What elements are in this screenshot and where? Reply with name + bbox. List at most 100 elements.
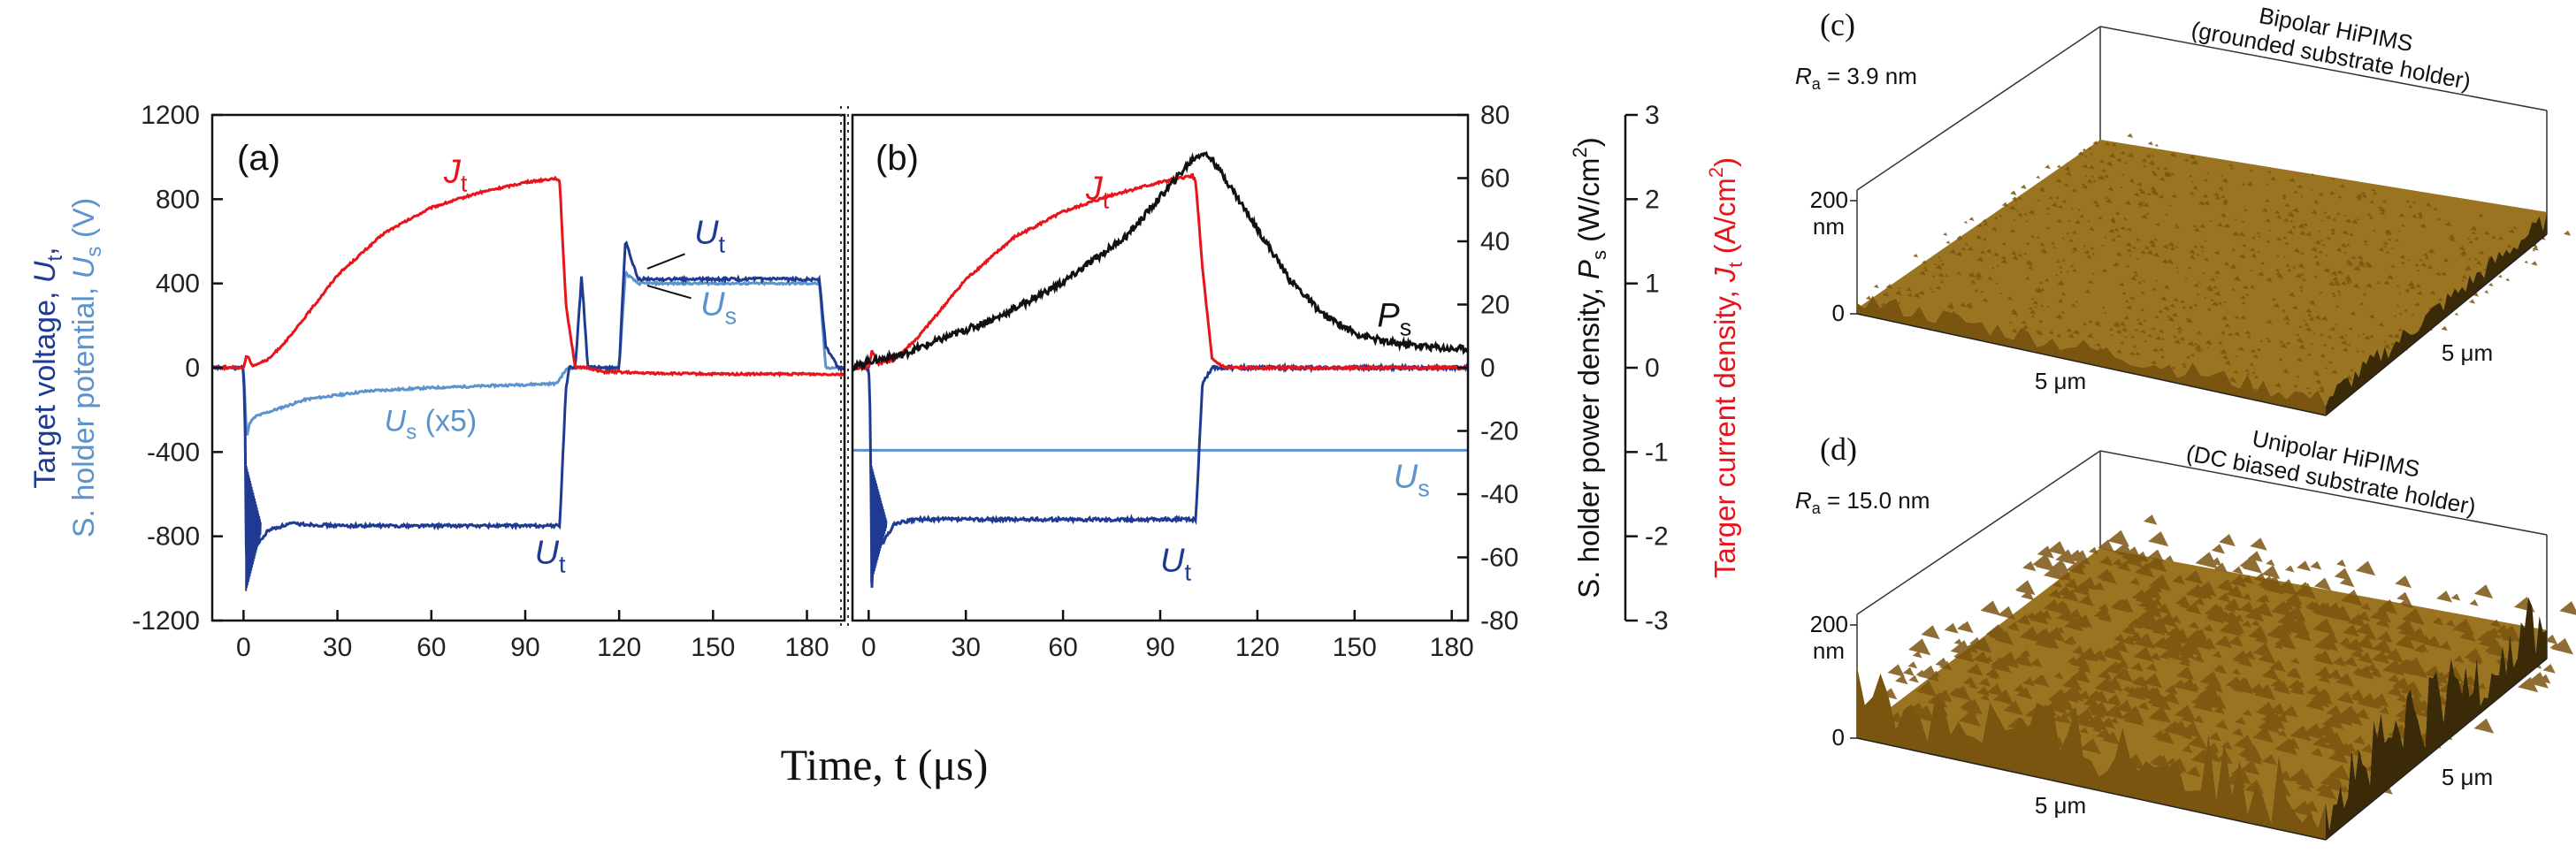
- afm-frame-edge: [1856, 450, 2101, 615]
- panel-a-series: [211, 175, 845, 591]
- afm-y-label: 5 μm: [2442, 764, 2493, 790]
- b-current-tick-label: 2: [1645, 185, 1660, 214]
- a-xtick-label: 30: [323, 633, 352, 662]
- ylabel-comma: ,: [28, 247, 62, 255]
- svg-text:Target voltage, Ut,: Target voltage, Ut,: [28, 247, 67, 488]
- b-current-tick-label: -3: [1645, 606, 1669, 636]
- label-b-ps: Ps: [1377, 298, 1411, 341]
- label-b-ut: Ut: [1160, 543, 1191, 586]
- series-b-p-s: [851, 150, 1469, 372]
- series-b-u-t-ringing: [870, 466, 888, 583]
- label-b-jt: Jt: [1085, 170, 1110, 213]
- afm-frame-edge: [1856, 313, 2327, 416]
- panel-a-ylabel: Target voltage, Ut, S. holder potential,…: [28, 198, 106, 537]
- series-a-u-s: [211, 270, 845, 436]
- b-power-tick-label: 80: [1480, 101, 1510, 130]
- afm-x-label: 5 μm: [2035, 368, 2086, 394]
- svg-text:Targer current density, Jt (A/: Targer current density, Jt (A/cm2): [1705, 157, 1747, 578]
- series-a-u-t: [211, 240, 845, 576]
- panel-b-ylabel-current: Targer current density, Jt (A/cm2): [1705, 157, 1747, 578]
- ylabel-ut-sub: t: [43, 255, 67, 262]
- panel-a-frame: [210, 113, 846, 622]
- afm-frame-edge: [2325, 658, 2548, 841]
- a-ytick-label: 0: [185, 354, 200, 383]
- b-power-tick-label: 20: [1480, 291, 1510, 320]
- label-a-us-x5: Us (x5): [385, 405, 478, 445]
- b-current-tick-label: 1: [1645, 270, 1660, 299]
- afm-surface: [1857, 548, 2547, 831]
- panel-b-right-axes: 3 2 1 0 -1 -2 -3: [1624, 101, 1669, 636]
- a-xtick-label: 0: [236, 633, 251, 662]
- b-xtick-label: 150: [1333, 633, 1377, 662]
- a-xtick-label: 150: [691, 633, 735, 662]
- b-power-tick-label: 40: [1480, 227, 1510, 256]
- afm-z-tick-top: 200: [1810, 611, 1848, 637]
- afm-title: Unipolar HiPIMS(DC biased substrate hold…: [2184, 425, 2478, 521]
- panel-a-series-labels: Jt Ut Us Us (x5) Ut: [385, 153, 737, 577]
- b-current-tick-label: -1: [1645, 438, 1669, 467]
- b-power-tick-label: -20: [1480, 417, 1518, 446]
- label-a-us-top: Us: [700, 286, 737, 329]
- label-a-ut-bottom: Ut: [535, 535, 566, 578]
- afm-ra-value: Ra = 15.0 nm: [1795, 487, 1930, 517]
- ylabel-unit: (V): [67, 198, 101, 247]
- ylabel-us-sub: s: [82, 247, 106, 257]
- b-current-tick-label: 0: [1645, 354, 1660, 383]
- ylabel-us-main: U: [67, 256, 101, 278]
- series-b-j-t: [852, 172, 1468, 372]
- a-xtick-label: 60: [417, 633, 446, 662]
- a-xtick-label: 90: [510, 633, 539, 662]
- label-a-ut-top: Ut: [694, 214, 725, 257]
- panel-b-series-labels: Jt Ps Us Ut: [1085, 170, 1430, 585]
- b-current-tick-label: -2: [1645, 522, 1669, 552]
- svg-text:S. holder potential, Us (V): S. holder potential, Us (V): [67, 198, 106, 537]
- b-current-tick-label: 3: [1645, 101, 1660, 130]
- b-power-tick-label: 60: [1480, 164, 1510, 194]
- panel-b-ylabel-power: S. holder power density, Ps (W/cm2): [1569, 137, 1610, 598]
- afm-ra-value: Ra = 3.9 nm: [1795, 63, 1917, 93]
- afm-x-label: 5 μm: [2035, 792, 2086, 819]
- a-xtick-label: 120: [597, 633, 641, 662]
- afm-panel-label: (c): [1820, 7, 1855, 42]
- ylabel-target-voltage: Target voltage,: [28, 283, 62, 488]
- svg-text:S. holder power density, Ps (W: S. holder power density, Ps (W/cm2): [1569, 137, 1610, 598]
- ylabel-holder-potential: S. holder potential,: [67, 278, 101, 537]
- panel-b-ticks: 0 30 60 90 120 150 180 80 60 40 20 0 -20 -40 -60 -80: [861, 101, 1518, 662]
- afm-z-unit: nm: [1813, 637, 1845, 664]
- afm-z-tick-zero: 0: [1832, 724, 1845, 751]
- a-ytick-label: 400: [156, 270, 200, 299]
- series-a-u-t-ringing: [245, 466, 262, 591]
- a-ytick-label: -1200: [132, 606, 200, 636]
- a-ytick-label: 1200: [141, 101, 200, 130]
- afm-z-tick-zero: 0: [1832, 300, 1845, 326]
- a-ytick-label: -800: [147, 522, 200, 552]
- ylabel-ut-main: U: [28, 261, 62, 283]
- b-power-tick-label: -80: [1480, 606, 1518, 636]
- afm-frame-edge: [2325, 233, 2548, 416]
- b-xtick-label: 90: [1145, 633, 1174, 662]
- afm-front-wall: [1857, 667, 2326, 840]
- afm-z-unit: nm: [1813, 213, 1845, 240]
- b-xtick-label: 30: [952, 633, 981, 662]
- panel-a-ticks: 0 30 60 90 120 150 180 1200 800 400 0 -400 -800 -1200: [132, 101, 829, 662]
- b-power-tick-label: 0: [1480, 354, 1495, 383]
- afm-z-tick-top: 200: [1810, 187, 1848, 213]
- afm-front-wall: [1857, 295, 2326, 415]
- a-xtick-label: 180: [784, 633, 829, 662]
- b-power-tick-label: -40: [1480, 480, 1518, 509]
- afm-frame-edge: [1856, 26, 2101, 191]
- panel-b-label: (b): [875, 139, 919, 178]
- afm-surface: [1857, 140, 2547, 407]
- b-xtick-label: 120: [1235, 633, 1280, 662]
- series-a-j-t: [211, 175, 845, 378]
- label-a-jt: Jt: [443, 153, 468, 196]
- afm-frame-edge: [2099, 26, 2548, 111]
- arrow-a-us: [646, 285, 692, 300]
- afm-frame-edge: [1856, 737, 2327, 841]
- panel-a: 0 30 60 90 120 150 180 1200 800 400 0 -400 -800 -1200…: [28, 101, 846, 662]
- afm-title: Bipolar HiPIMS(grounded substrate holder…: [2190, 2, 2473, 95]
- panel-a-label: (a): [237, 139, 280, 178]
